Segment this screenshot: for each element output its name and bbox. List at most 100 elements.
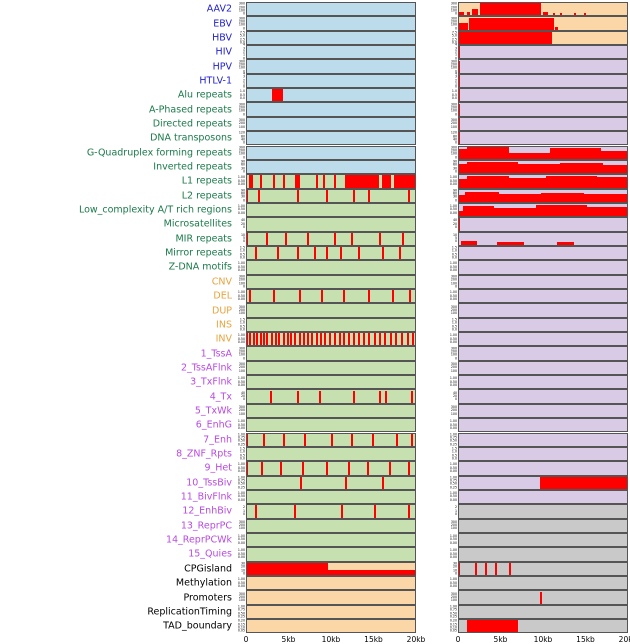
panel-frame — [246, 504, 416, 519]
track-panel-right[interactable] — [458, 332, 628, 347]
track-panel-left[interactable] — [246, 131, 416, 146]
track-panel-right[interactable] — [458, 2, 628, 17]
track-panel-right[interactable] — [458, 116, 628, 132]
track-panel-right[interactable] — [458, 260, 628, 275]
track-panel-right[interactable] — [458, 102, 628, 117]
track-panel-left[interactable] — [246, 360, 416, 376]
x-axis-tick-left: 20kb — [406, 635, 426, 644]
y-tick-labels: 300 200 100 0 — [238, 1, 245, 16]
track-panel-left[interactable] — [246, 489, 416, 505]
track-panel-left[interactable] — [246, 188, 416, 203]
track-panel-right[interactable] — [458, 403, 628, 419]
signal-bar — [302, 462, 305, 476]
track-panel-left[interactable] — [246, 202, 416, 218]
track-panel-right[interactable] — [458, 145, 628, 160]
track-panel-left[interactable] — [246, 231, 416, 246]
track-panel-left[interactable] — [246, 30, 416, 46]
track-panel-left[interactable] — [246, 2, 416, 17]
track-panel-left[interactable] — [246, 289, 416, 304]
track-panel-right[interactable] — [458, 202, 628, 218]
track-panel-left[interactable] — [246, 403, 416, 419]
track-panel-right[interactable] — [458, 274, 628, 289]
track-panel-left[interactable] — [246, 174, 416, 189]
track-panel-right[interactable] — [458, 547, 628, 562]
track-panel-right[interactable] — [458, 88, 628, 103]
track-label: 11_BivFlnk — [180, 491, 232, 503]
track-panel-right[interactable] — [458, 561, 628, 576]
track-panel-right[interactable] — [458, 375, 628, 390]
track-panel-left[interactable] — [246, 446, 416, 462]
track-panel-left[interactable] — [246, 518, 416, 533]
track-panel-right[interactable] — [458, 131, 628, 146]
track-panel-left[interactable] — [246, 532, 416, 548]
track-panel-right[interactable] — [458, 576, 628, 591]
track-panel-left[interactable] — [246, 59, 416, 74]
track-panel-left[interactable] — [246, 590, 416, 605]
track-panel-right[interactable] — [458, 504, 628, 519]
track-panel-right[interactable] — [458, 45, 628, 60]
track-panel-right[interactable] — [458, 446, 628, 462]
track-panel-left[interactable] — [246, 619, 416, 634]
track-panel-left[interactable] — [246, 102, 416, 117]
track-panel-left[interactable] — [246, 145, 416, 160]
track-panel-left[interactable] — [246, 73, 416, 89]
track-panel-left[interactable] — [246, 88, 416, 103]
track-panel-right[interactable] — [458, 604, 628, 620]
track-panel-left[interactable] — [246, 389, 416, 404]
track-panel-left[interactable] — [246, 159, 416, 175]
panel-frame — [246, 346, 416, 361]
track-panel-right[interactable] — [458, 461, 628, 476]
track-panel-left[interactable] — [246, 461, 416, 476]
track-panel-left[interactable] — [246, 561, 416, 576]
track-panel-right[interactable] — [458, 174, 628, 189]
track-panel-right[interactable] — [458, 289, 628, 304]
signal-bar — [294, 333, 297, 347]
track-panel-right[interactable] — [458, 30, 628, 46]
track-panel-right[interactable] — [458, 159, 628, 175]
track-panel-left[interactable] — [246, 317, 416, 333]
track-panel-left[interactable] — [246, 418, 416, 433]
track-panel-left[interactable] — [246, 504, 416, 519]
track-panel-right[interactable] — [458, 360, 628, 376]
panel-frame — [246, 145, 416, 160]
track-panel-left[interactable] — [246, 245, 416, 261]
track-panel-right[interactable] — [458, 432, 628, 447]
track-panel-left[interactable] — [246, 45, 416, 60]
track-panel-left[interactable] — [246, 16, 416, 31]
y-tick-labels: 300 200 100 0 — [450, 345, 457, 360]
signal-bar — [458, 178, 467, 189]
track-panel-left[interactable] — [246, 432, 416, 447]
track-panel-right[interactable] — [458, 59, 628, 74]
track-panel-right[interactable] — [458, 245, 628, 261]
track-panel-left[interactable] — [246, 303, 416, 318]
track-panel-left[interactable] — [246, 260, 416, 275]
track-panel-left[interactable] — [246, 217, 416, 232]
track-panel-right[interactable] — [458, 389, 628, 404]
track-panel-left[interactable] — [246, 475, 416, 490]
track-panel-left[interactable] — [246, 116, 416, 132]
track-panel-left[interactable] — [246, 346, 416, 361]
track-panel-right[interactable] — [458, 346, 628, 361]
track-panel-right[interactable] — [458, 619, 628, 634]
track-panel-right[interactable] — [458, 217, 628, 232]
track-panel-right[interactable] — [458, 317, 628, 333]
track-panel-right[interactable] — [458, 73, 628, 89]
track-panel-right[interactable] — [458, 231, 628, 246]
track-panel-right[interactable] — [458, 303, 628, 318]
track-panel-left[interactable] — [246, 576, 416, 591]
panel-frame — [246, 131, 416, 146]
track-panel-right[interactable] — [458, 590, 628, 605]
track-panel-right[interactable] — [458, 532, 628, 548]
track-panel-left[interactable] — [246, 274, 416, 289]
track-panel-right[interactable] — [458, 475, 628, 490]
track-panel-right[interactable] — [458, 518, 628, 533]
track-panel-left[interactable] — [246, 375, 416, 390]
track-panel-right[interactable] — [458, 188, 628, 203]
track-panel-left[interactable] — [246, 547, 416, 562]
track-panel-left[interactable] — [246, 332, 416, 347]
track-panel-left[interactable] — [246, 604, 416, 620]
track-panel-right[interactable] — [458, 418, 628, 433]
track-panel-right[interactable] — [458, 489, 628, 505]
track-panel-right[interactable] — [458, 16, 628, 31]
